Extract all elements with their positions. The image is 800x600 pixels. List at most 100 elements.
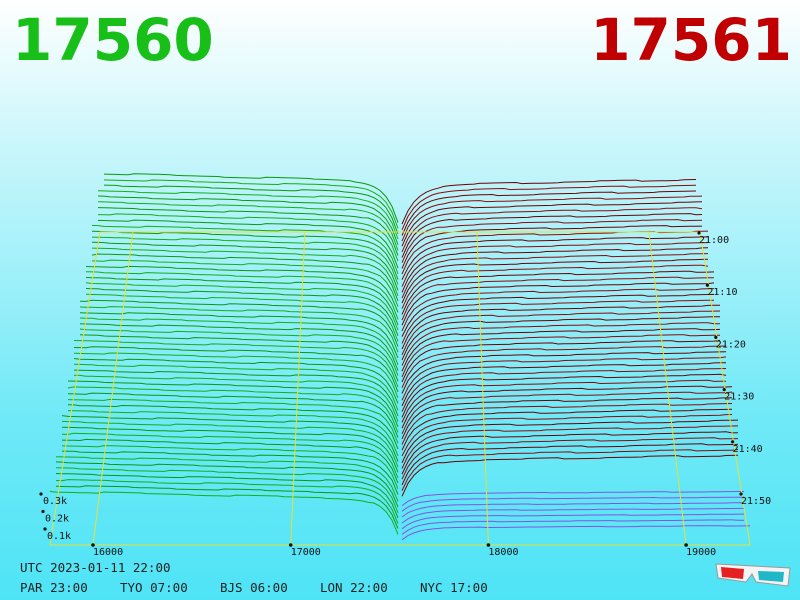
bid-depth-line	[103, 179, 399, 229]
ask-depth-line	[401, 219, 703, 263]
bid-depth-line	[85, 265, 399, 313]
bid-depth-line	[73, 358, 399, 404]
ask-depth-line	[401, 322, 721, 366]
bid-depth-line	[79, 317, 399, 365]
ask-depth-line	[401, 519, 745, 535]
ask-depth-line	[401, 351, 727, 394]
time-tick	[739, 492, 743, 496]
zone-time: PAR 23:00	[20, 580, 88, 595]
ask-depth-line	[401, 419, 739, 464]
ask-depth-line	[401, 299, 715, 344]
ask-depth-line	[401, 207, 703, 253]
bid-depth-line	[49, 490, 399, 535]
volume-tick-label: 0.2k	[45, 514, 69, 525]
bid-depth-line	[91, 241, 399, 291]
bid-depth-line	[61, 438, 399, 484]
bid-depth-line	[55, 456, 399, 502]
bid-depth-line	[85, 293, 399, 342]
time-tick-label: 21:30	[724, 392, 754, 403]
ask-depth-line	[401, 213, 703, 258]
ask-depth-line	[401, 379, 727, 423]
ask-depth-line	[401, 288, 715, 332]
bid-depth-line	[97, 190, 399, 240]
ask-depth-line	[401, 391, 733, 435]
ask-depth-line	[401, 385, 733, 429]
bid-depth-line	[103, 184, 399, 235]
ask-depth-line	[401, 339, 721, 383]
ask-depth-line	[401, 397, 733, 440]
bid-depth-line	[73, 369, 399, 417]
bid-depth-line	[97, 201, 399, 251]
floor-outline	[49, 231, 751, 546]
price-tick-label: 16000	[93, 547, 123, 558]
bid-depth-line	[67, 410, 399, 457]
bid-depth-line	[55, 479, 399, 524]
ask-depth-line	[401, 437, 739, 480]
ask-depth-line	[401, 242, 709, 287]
ask-depth-line	[401, 443, 739, 486]
bid-depth-line	[79, 312, 399, 359]
zone-time: BJS 06:00	[220, 580, 288, 595]
volume-tick-label: 0.3k	[43, 496, 67, 507]
ask-depth-line	[401, 304, 721, 350]
ask-price: 17561	[590, 6, 792, 74]
price-tick-label: 18000	[488, 547, 518, 558]
bid-depth-line	[73, 352, 399, 398]
ask-depth-line	[401, 373, 727, 418]
frame	[49, 231, 751, 547]
bid-depth-line	[73, 340, 399, 388]
3d-glasses-icon	[715, 563, 791, 587]
bid-depth-line	[79, 306, 399, 353]
zone-time: TYO 07:00	[120, 580, 188, 595]
price-grid-line	[476, 231, 489, 546]
time-tick-label: 21:50	[741, 496, 771, 507]
ask-depth-line	[401, 334, 721, 378]
ask-depth-line	[401, 496, 745, 512]
ask-depth-line	[401, 491, 744, 507]
bid-depth-line	[79, 328, 399, 376]
ask-depth-line	[401, 184, 697, 231]
price-tick	[486, 543, 491, 547]
bid-depth-line	[85, 288, 399, 336]
ask-depth-line	[401, 425, 739, 469]
ask-depth-line	[401, 264, 709, 309]
ask-depth-line	[401, 368, 727, 412]
bid-depth-line	[91, 247, 399, 297]
ask-depth-line	[401, 293, 715, 337]
bid-depth-line	[67, 404, 399, 450]
bid-depth-line	[97, 207, 399, 256]
bid-depth-line	[91, 230, 399, 280]
ask-depth-line	[401, 253, 709, 299]
price-tick	[288, 543, 293, 547]
bid-depth-line	[55, 485, 399, 529]
ask-depth-line	[401, 408, 733, 451]
bid-depth-line	[85, 277, 399, 326]
bid-depth-line	[97, 219, 399, 269]
depth-layer	[49, 173, 750, 541]
ask-depth-line	[401, 310, 721, 356]
red-lens	[721, 567, 744, 579]
price-tick	[91, 543, 95, 547]
bid-depth-line	[91, 224, 399, 274]
zone-time: NYC 17:00	[420, 580, 488, 595]
labels: 16000 17000 18000 19000 0.3k 0.2k 0.1k 21:00 21:…	[39, 231, 771, 558]
bid-depth-line	[55, 473, 399, 518]
price-tick-label: 17000	[291, 547, 321, 558]
bid-depth-line	[91, 236, 399, 285]
time-tick	[697, 231, 701, 235]
ask-depth-line	[401, 195, 703, 242]
bid-depth-line	[61, 450, 399, 495]
bid-depth-line	[61, 415, 399, 462]
time-tick-label: 21:20	[716, 339, 746, 350]
bid-depth-line	[79, 299, 399, 347]
bid-depth-line	[103, 173, 399, 223]
time-tick-label: 21:10	[707, 287, 737, 298]
bid-depth-line	[79, 323, 399, 371]
ask-depth-line	[401, 270, 715, 315]
ask-depth-line	[401, 356, 727, 401]
bid-depth-line	[85, 271, 399, 320]
bid-depth-line	[61, 420, 399, 468]
bid-depth-line	[67, 398, 399, 444]
volume-tick-label: 0.1k	[47, 531, 71, 542]
bid-depth-line	[73, 374, 399, 422]
